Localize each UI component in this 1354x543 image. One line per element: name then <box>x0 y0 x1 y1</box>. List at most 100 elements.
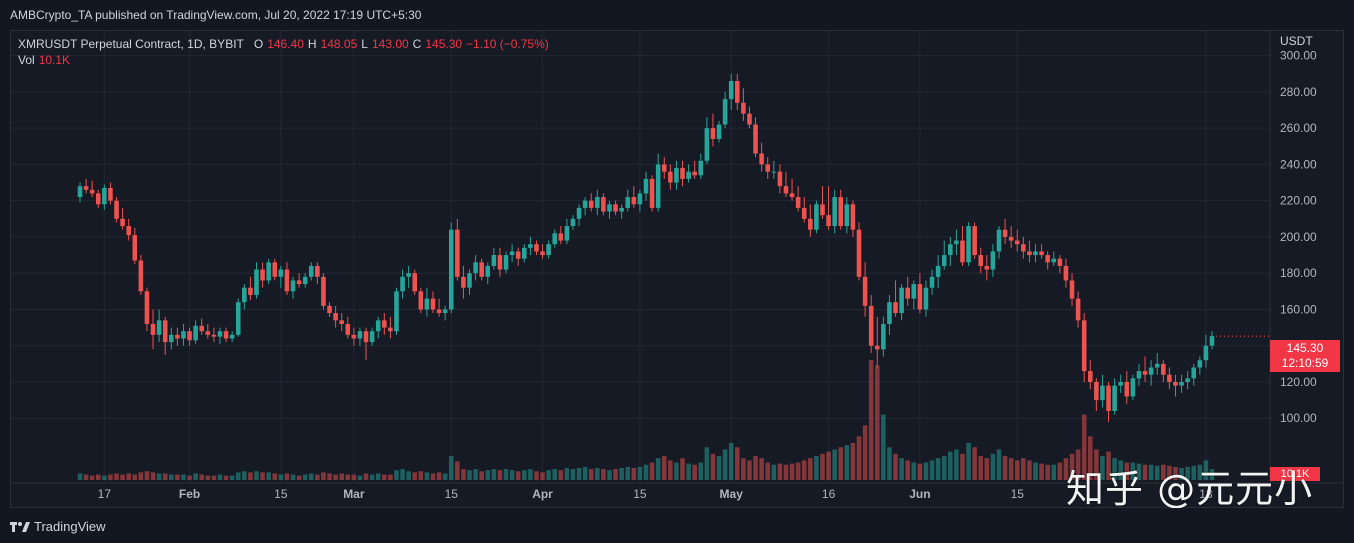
volume-bar <box>363 473 369 480</box>
volume-bar <box>1081 414 1087 480</box>
volume-bar <box>1167 465 1172 480</box>
tradingview-logo[interactable]: TradingView <box>10 519 106 534</box>
volume-bar <box>175 474 180 480</box>
price-tick-label: 180.00 <box>1280 266 1317 280</box>
volume-bar <box>692 464 697 480</box>
candle-body <box>315 265 320 277</box>
volume-bar <box>1118 460 1123 480</box>
candle-body <box>521 247 527 259</box>
candle-body <box>643 178 649 194</box>
price-tick-label: 200.00 <box>1280 230 1317 244</box>
candle-body <box>832 197 837 227</box>
price-tick-label: 100.00 <box>1280 411 1317 425</box>
candlestick-chart[interactable]: 300.00 280.00 260.00 240.00 220.00 200.00 180.… <box>0 0 1354 510</box>
time-tick-label: 15 <box>633 487 647 501</box>
bar-countdown: 12:10:59 <box>1281 356 1329 370</box>
volume-label[interactable]: Vol <box>18 53 35 67</box>
volume-bar <box>235 472 241 480</box>
candle-body <box>461 276 466 288</box>
time-tick-label: 15 <box>274 487 288 501</box>
volume-bar <box>680 458 685 480</box>
volume-bar <box>984 458 990 480</box>
candle-body <box>205 331 211 335</box>
volume-bar <box>290 474 296 480</box>
candle-body <box>509 251 515 256</box>
volume-bar <box>430 473 436 480</box>
candle-body <box>1173 381 1178 386</box>
candle-body <box>954 240 959 245</box>
candle-body <box>1118 381 1123 386</box>
candle-body <box>716 124 722 140</box>
tradingview-logo-icon <box>10 521 30 532</box>
volume-bar <box>777 463 783 480</box>
candle-body <box>935 265 941 277</box>
candle-body <box>120 218 125 227</box>
candle-body <box>382 320 387 328</box>
candle-body <box>856 229 862 277</box>
volume-bar <box>248 472 253 480</box>
time-tick-label: 17 <box>98 487 112 501</box>
volume-bar <box>1130 462 1136 480</box>
volume-bar <box>156 473 162 480</box>
open-label: O <box>253 37 264 51</box>
volume-bar <box>321 472 326 480</box>
candle-body <box>929 276 935 288</box>
volume-bar <box>181 474 186 480</box>
candle-body <box>83 186 89 190</box>
time-tick-label: 18 <box>1199 487 1213 501</box>
candle-body <box>181 331 186 339</box>
candle-body <box>601 197 606 212</box>
candle-body <box>278 269 284 277</box>
candle-body <box>296 280 302 285</box>
volume-bar <box>771 464 777 480</box>
volume-bar <box>1033 462 1038 480</box>
volume-bar <box>1154 465 1160 480</box>
volume-bar <box>229 475 235 480</box>
symbol-label[interactable]: XMRUSDT Perpetual Contract, 1D, BYBIT <box>18 37 244 51</box>
volume-bar <box>351 474 357 480</box>
volume-bar <box>473 469 478 480</box>
last-price-tag: 145.30 12:10:59 <box>1270 340 1340 372</box>
high-value: 148.05 <box>320 37 358 51</box>
volume-bar <box>582 466 588 480</box>
candle-body <box>631 197 637 205</box>
volume-bar <box>698 462 704 480</box>
candle-body <box>126 226 131 236</box>
candle-body <box>193 325 198 341</box>
volume-bar <box>479 471 484 480</box>
volume-bar <box>1094 449 1099 480</box>
candle-body <box>169 334 174 343</box>
volume-bar <box>899 458 904 480</box>
time-tick-label: 16 <box>822 487 836 501</box>
volume-bar <box>461 469 466 480</box>
volume-bar <box>345 474 351 480</box>
chart-area[interactable] <box>10 30 1344 508</box>
time-tick-label: Feb <box>179 487 200 501</box>
volume-bar <box>211 475 217 480</box>
volume-bar <box>1014 460 1020 480</box>
candle-body <box>156 320 162 335</box>
volume-bar <box>83 474 89 480</box>
volume-bar <box>735 447 740 480</box>
candle-body <box>418 291 424 310</box>
volume-bar <box>89 475 95 480</box>
volume-bar <box>838 447 844 480</box>
candle-body <box>175 334 180 339</box>
candle-body <box>199 325 205 332</box>
candle-body <box>333 313 338 321</box>
volume-bar <box>595 468 600 480</box>
volume-bar <box>369 474 375 480</box>
candle-body <box>844 204 850 227</box>
volume-bar <box>874 365 880 480</box>
candle-body <box>771 171 777 173</box>
time-tick-label: Mar <box>343 487 365 501</box>
volume-bar <box>114 473 119 480</box>
candle-body <box>655 164 661 208</box>
candle-body <box>710 128 716 140</box>
time-tick-label: 15 <box>1011 487 1025 501</box>
volume-bar <box>1197 464 1203 480</box>
time-tick-label: May <box>720 487 744 501</box>
published-info: AMBCrypto_TA published on TradingView.co… <box>10 8 422 22</box>
candle-body <box>990 251 996 270</box>
volume-bar <box>503 469 509 480</box>
